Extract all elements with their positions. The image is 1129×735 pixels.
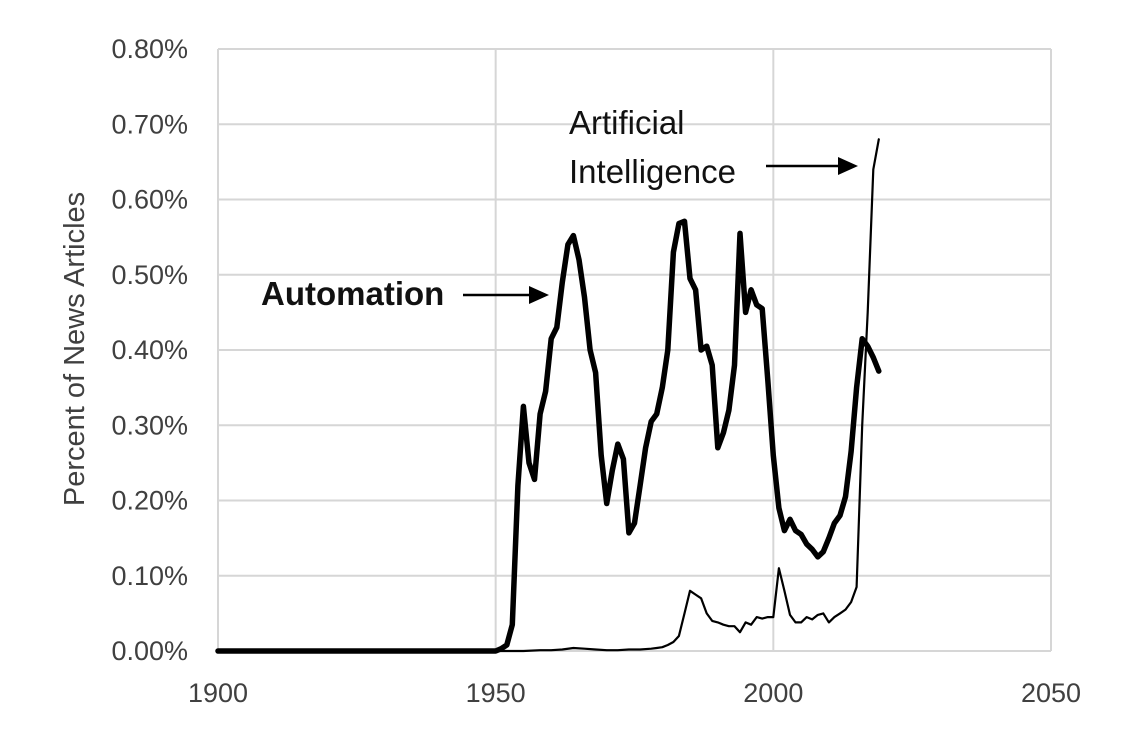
y-axis-title: Percent of News Articles — [59, 192, 91, 506]
x-axis: 1900 1950 2000 2050 — [188, 678, 1081, 708]
y-axis: 0.00% 0.10% 0.20% 0.30% 0.40% 0.50% 0.60% 0.70%… — [111, 34, 188, 666]
x-tick-label: 1900 — [188, 678, 248, 708]
y-tick-label: 0.10% — [111, 561, 188, 591]
x-tick-label: 1950 — [466, 678, 526, 708]
y-tick-label: 0.30% — [111, 410, 188, 440]
y-tick-label: 0.80% — [111, 34, 188, 64]
y-tick-label: 0.60% — [111, 185, 188, 215]
annotation-ai-label-line1: Artificial — [569, 104, 685, 141]
series-line-automation — [215, 218, 882, 654]
plot-area — [215, 138, 882, 654]
y-tick-label: 0.20% — [111, 486, 188, 516]
annotation-ai-arrow-head — [838, 157, 858, 175]
annotation-automation-label: Automation — [261, 275, 444, 312]
y-tick-label: 0.50% — [111, 260, 188, 290]
y-tick-label: 0.70% — [111, 109, 188, 139]
x-tick-label: 2000 — [743, 678, 803, 708]
annotation-automation: Automation — [261, 275, 549, 312]
annotation-artificial-intelligence: Artificial Intelligence — [569, 104, 858, 190]
annotation-automation-arrow-head — [529, 286, 549, 304]
y-tick-label: 0.40% — [111, 335, 188, 365]
x-tick-label: 2050 — [1021, 678, 1081, 708]
grid — [217, 48, 1052, 652]
series-line-artificial-intelligence — [216, 138, 880, 653]
annotation-ai-label-line2: Intelligence — [569, 153, 736, 190]
y-tick-label: 0.00% — [111, 636, 188, 666]
